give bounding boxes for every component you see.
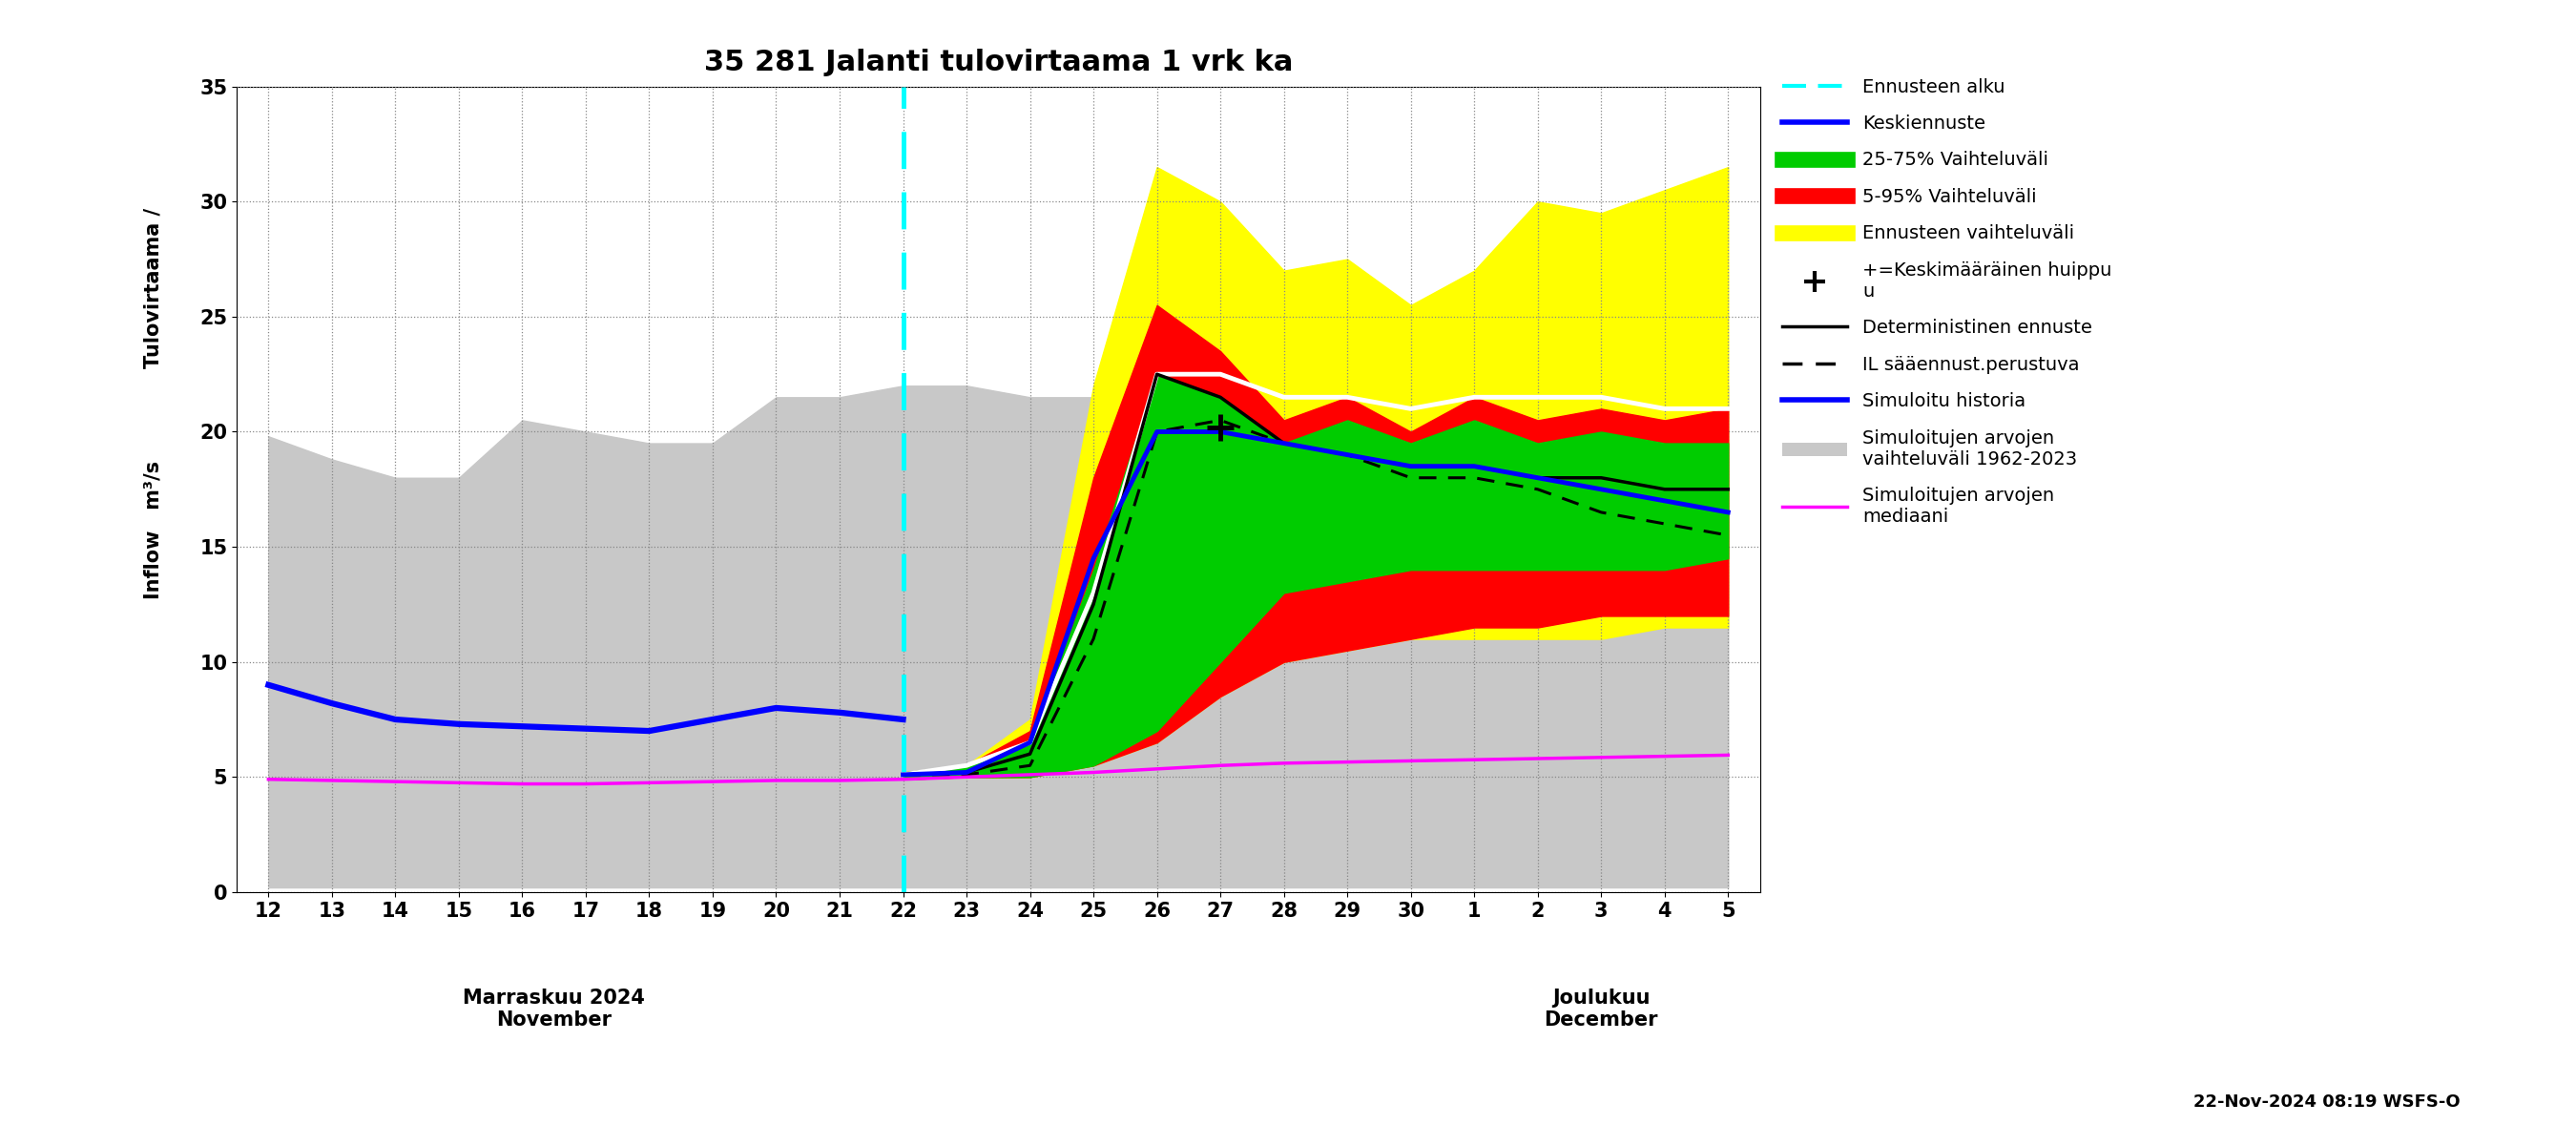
Title: 35 281 Jalanti tulovirtaama 1 vrk ka: 35 281 Jalanti tulovirtaama 1 vrk ka xyxy=(703,48,1293,77)
Text: Marraskuu 2024
November: Marraskuu 2024 November xyxy=(464,989,644,1030)
Text: Joulukuu
December: Joulukuu December xyxy=(1543,989,1659,1030)
Text: 22-Nov-2024 08:19 WSFS-O: 22-Nov-2024 08:19 WSFS-O xyxy=(2192,1093,2460,1111)
Legend: Ennusteen alku, Keskiennuste, 25-75% Vaihteluväli, 5-95% Vaihteluväli, Ennusteen: Ennusteen alku, Keskiennuste, 25-75% Vai… xyxy=(1775,70,2120,534)
Text: Tulovirtaama /: Tulovirtaama / xyxy=(144,207,162,368)
Text: Inflow   m³/s: Inflow m³/s xyxy=(144,460,162,599)
